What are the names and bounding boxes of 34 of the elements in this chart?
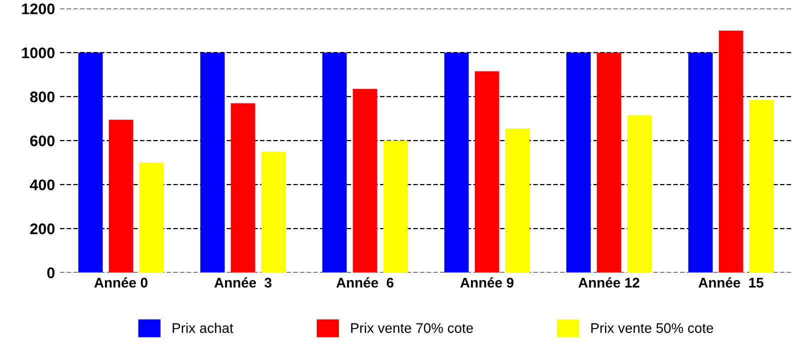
y-tick-label: 1000 xyxy=(22,47,55,58)
bar xyxy=(627,115,652,273)
x-tick-label: Année 3 xyxy=(214,277,272,288)
bar xyxy=(200,52,225,273)
bar xyxy=(230,103,256,273)
legend-label: Prix vente 50% cote xyxy=(591,322,714,333)
bar xyxy=(566,52,591,273)
bar xyxy=(139,162,164,273)
bar xyxy=(505,128,530,273)
bar xyxy=(108,120,134,273)
bar xyxy=(322,52,347,273)
bar xyxy=(474,71,500,273)
legend-label: Prix vente 70% cote xyxy=(351,322,473,333)
x-tick-label: Année 12 xyxy=(578,277,640,288)
bar xyxy=(261,152,286,273)
bar xyxy=(688,52,713,273)
x-tick-label: Année 15 xyxy=(698,277,764,288)
bar xyxy=(383,140,408,273)
y-tick-label: 200 xyxy=(30,223,55,234)
x-tick-label: Année 0 xyxy=(94,277,148,288)
legend-label: Prix achat xyxy=(172,322,234,333)
bar xyxy=(596,52,622,273)
x-tick-label: Année 6 xyxy=(336,277,394,288)
y-tick-label: 600 xyxy=(30,135,55,146)
y-tick-label: 1200 xyxy=(22,3,55,14)
bar xyxy=(352,88,378,273)
y-tick-label: 0 xyxy=(47,267,55,278)
bar xyxy=(749,100,774,273)
y-tick-label: 800 xyxy=(30,91,55,102)
y-tick-label: 400 xyxy=(30,179,55,190)
bar xyxy=(78,52,103,273)
bar xyxy=(718,30,744,273)
x-tick-label: Année 9 xyxy=(460,277,514,288)
bar xyxy=(444,52,469,273)
